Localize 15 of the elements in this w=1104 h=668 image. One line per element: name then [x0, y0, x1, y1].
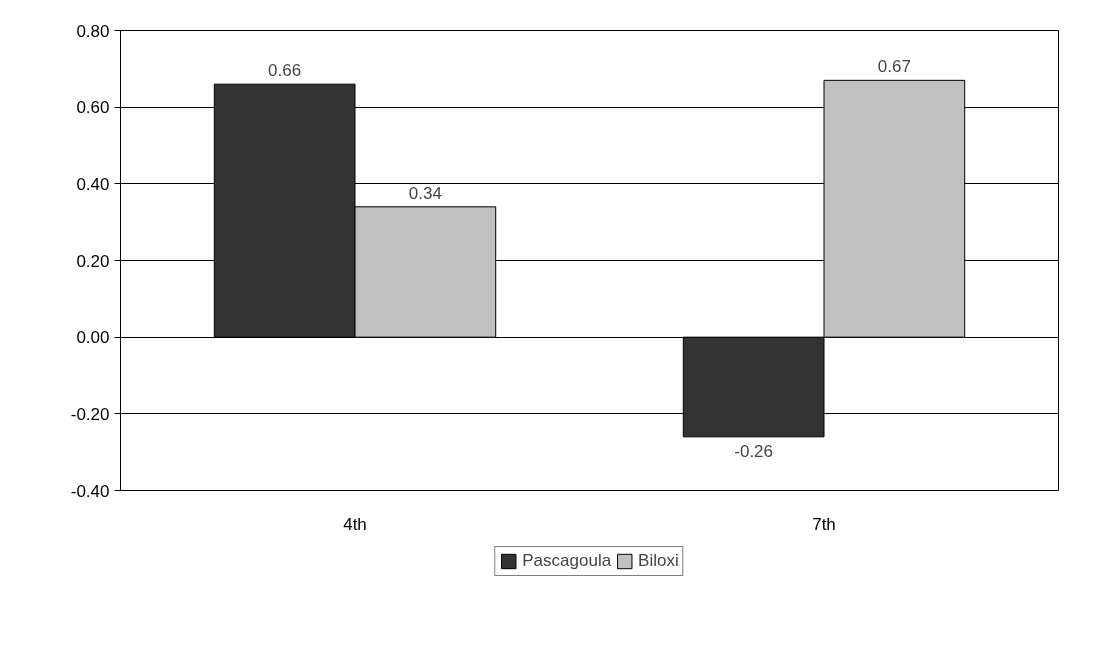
- data-label: 0.34: [408, 183, 442, 203]
- x-tick-label: 7th: [812, 514, 836, 534]
- legend-label: Biloxi: [638, 551, 679, 571]
- y-tick-label: 0.40: [76, 174, 110, 194]
- y-tick-label: -0.20: [70, 404, 110, 424]
- data-label: 0.67: [877, 57, 911, 77]
- y-tick-label: -0.40: [70, 481, 110, 501]
- y-tick-label: 0.60: [76, 98, 110, 118]
- data-label: 0.66: [268, 61, 302, 81]
- legend-label: Pascagoula: [522, 551, 612, 571]
- y-tick-label: 0.20: [76, 251, 110, 271]
- y-tick-label: 0.80: [76, 21, 110, 41]
- x-tick-label: 4th: [343, 514, 367, 534]
- y-tick-label: 0.00: [76, 328, 110, 348]
- data-label: -0.26: [734, 441, 774, 461]
